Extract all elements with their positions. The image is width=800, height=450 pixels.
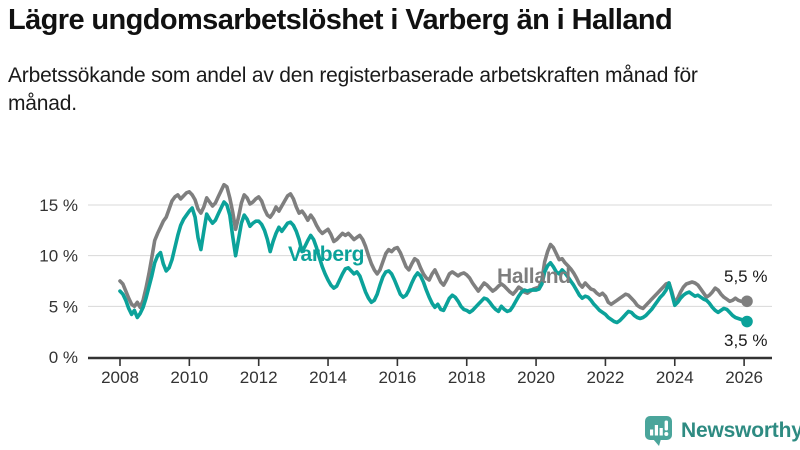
series-label-varberg: Varberg <box>288 243 365 266</box>
end-value-label-halland: 5,5 % <box>724 267 768 286</box>
end-value-label-varberg: 3,5 % <box>724 331 768 350</box>
y-tick-label: 10 % <box>39 247 78 266</box>
newsworthy-logo[interactable]: Newsworthy <box>644 415 800 446</box>
end-dot-halland <box>741 295 753 308</box>
newsworthy-chart-bubble-icon <box>645 416 672 446</box>
y-tick-label: 15 % <box>39 196 78 215</box>
series-line-varberg <box>118 200 749 325</box>
x-tick-label: 2014 <box>309 368 347 387</box>
end-dot-varberg <box>741 315 753 328</box>
x-tick-label: 2010 <box>170 368 208 387</box>
series-label-halland: Halland <box>497 265 571 288</box>
x-tick-label: 2020 <box>517 368 555 387</box>
x-tick-label: 2022 <box>587 368 625 387</box>
x-tick-label: 2008 <box>101 368 139 387</box>
newsworthy-wordmark: Newsworthy <box>681 418 800 442</box>
y-tick-label: 0 % <box>49 348 78 367</box>
x-tick-label: 2018 <box>448 368 486 387</box>
x-tick-label: 2012 <box>240 368 278 387</box>
y-tick-label: 5 % <box>49 297 78 316</box>
chart-subtitle: Arbetssökande som andel av den registerb… <box>8 64 698 115</box>
series-line-halland <box>118 182 749 311</box>
x-tick-label: 2026 <box>725 368 763 387</box>
x-tick-label: 2024 <box>656 368 694 387</box>
chart-title: Lägre ungdomsarbetslöshet i Varberg än i… <box>8 4 673 36</box>
x-tick-label: 2016 <box>378 368 416 387</box>
